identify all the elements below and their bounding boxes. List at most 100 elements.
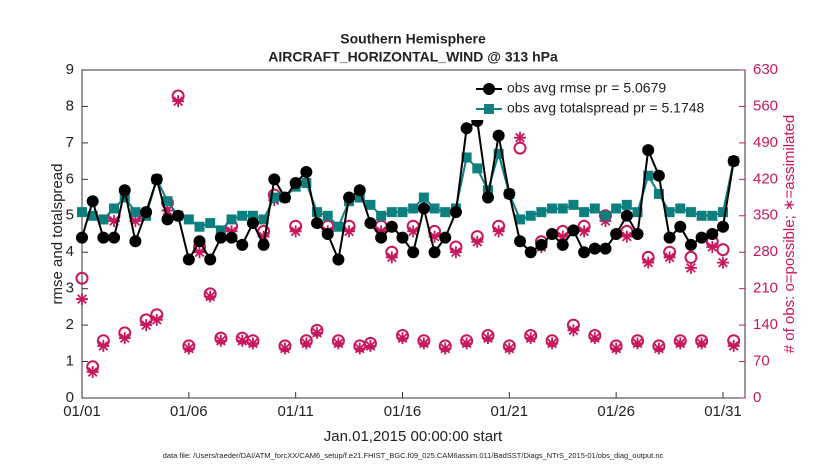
legend-label: obs avg rmse pr = 5.0679 — [507, 80, 666, 96]
x-tick-label: 01/31 — [704, 403, 742, 420]
assimilated-point — [684, 261, 697, 274]
rmse-point — [727, 155, 740, 168]
spread-point — [579, 207, 590, 218]
rmse-point — [182, 253, 195, 266]
possible-point — [524, 329, 538, 343]
assimilated-point — [631, 337, 644, 350]
possible-point — [588, 329, 602, 343]
rmse-point — [353, 184, 366, 197]
rmse-point — [460, 122, 473, 135]
rmse-point — [684, 238, 697, 251]
rmse-point — [225, 231, 238, 244]
assimilated-point — [588, 332, 601, 345]
spread-point — [205, 218, 216, 229]
assimilated-point — [332, 337, 345, 350]
spread-point — [333, 221, 344, 232]
assimilated-point — [417, 337, 430, 350]
assimilated-point — [278, 342, 291, 355]
rmse-point — [567, 224, 580, 237]
spread-point — [675, 203, 686, 214]
spread-point — [482, 185, 493, 196]
assimilated-point — [161, 204, 174, 217]
y-tick-label: 8 — [66, 97, 74, 114]
spread-point — [183, 214, 194, 225]
possible-point — [75, 271, 89, 285]
possible-point — [299, 334, 313, 348]
rmse-point — [268, 173, 281, 186]
x-tick-label: 01/06 — [170, 403, 208, 420]
spread-point — [162, 196, 173, 207]
possible-point — [139, 313, 153, 327]
possible-point — [716, 243, 730, 257]
assimilated-point — [182, 342, 195, 355]
spread-point — [600, 210, 611, 221]
y-tick-label: 1 — [66, 353, 74, 370]
spread-point — [525, 210, 536, 221]
possible-point — [481, 329, 495, 343]
spread-point — [376, 210, 387, 221]
possible-point — [513, 141, 527, 155]
rmse-point — [108, 231, 121, 244]
y-tick-label: 2 — [66, 316, 74, 333]
rmse-point — [364, 217, 377, 230]
assimilated-point — [514, 131, 527, 144]
rmse-point — [492, 129, 505, 142]
rmse-point — [610, 228, 623, 240]
spread-point — [98, 214, 109, 225]
rmse-point — [161, 213, 174, 226]
spread-point — [215, 225, 226, 236]
y-tick-label: 9 — [66, 61, 74, 78]
spread-point — [557, 203, 568, 214]
assimilated-point — [503, 342, 516, 355]
rmse-point — [599, 242, 612, 255]
spread-point — [408, 203, 419, 214]
spread-point — [589, 203, 600, 214]
possible-point — [363, 336, 377, 350]
assimilated-point — [716, 256, 729, 269]
rmse-point — [278, 191, 291, 204]
possible-point — [278, 339, 292, 353]
rmse-point — [150, 173, 163, 186]
x-tick-label: 01/21 — [491, 403, 529, 420]
rmse-point — [321, 228, 334, 240]
rmse-point — [417, 202, 430, 215]
legend-label: obs avg totalspread pr = 5.1748 — [507, 100, 705, 116]
assimilated-point — [439, 342, 452, 355]
rmse-point — [503, 187, 516, 200]
rmse-point — [214, 231, 227, 244]
assimilated-point — [481, 332, 494, 345]
possible-point — [566, 318, 580, 332]
y-tick-label: 3 — [66, 280, 74, 297]
y-tick-label: 7 — [66, 134, 74, 151]
rmse-point — [140, 206, 153, 219]
assimilated-point — [204, 290, 217, 303]
possible-point — [663, 245, 677, 259]
rmse-point — [524, 246, 537, 259]
possible-point — [673, 334, 687, 348]
rmse-point — [86, 195, 99, 208]
rmse-point — [246, 217, 259, 230]
possible-point — [385, 245, 399, 259]
rmse-point — [642, 144, 655, 157]
spread-point — [301, 177, 312, 188]
y2-tick-label: 210 — [753, 280, 778, 297]
x-tick-label: 01/16 — [384, 403, 422, 420]
spread-point — [611, 203, 622, 214]
spread-point — [397, 207, 408, 218]
spread-point — [258, 214, 269, 225]
spread-point — [119, 192, 130, 203]
rmse-point — [706, 228, 719, 240]
spread-point — [547, 203, 558, 214]
spread-point — [536, 207, 547, 218]
spread-point — [386, 207, 397, 218]
possible-point — [214, 331, 228, 345]
rmse-point — [716, 220, 729, 233]
possible-point — [598, 209, 612, 223]
spread-point — [621, 199, 632, 210]
possible-point — [395, 329, 409, 343]
possible-point — [695, 334, 709, 348]
spread-point — [632, 207, 643, 218]
spread-point — [696, 210, 707, 221]
rmse-point — [588, 242, 601, 255]
assimilated-point — [364, 339, 377, 352]
